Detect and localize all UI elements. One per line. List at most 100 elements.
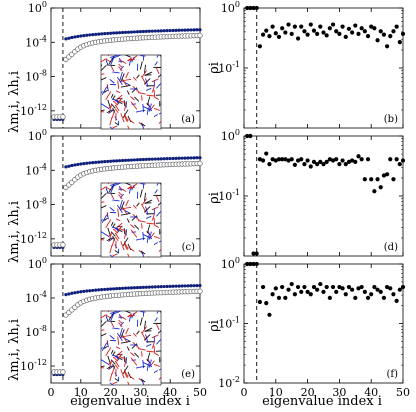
inset-edge (124, 372, 128, 379)
inset-edge (112, 327, 120, 330)
data-point-black (378, 29, 383, 34)
inset-edge (101, 365, 105, 368)
inset-edge (109, 382, 115, 385)
data-point-black (292, 24, 297, 29)
y-tick-exponent: -1 (232, 316, 240, 325)
inset-edge (101, 192, 103, 196)
data-point-black (356, 31, 361, 37)
x-tick-label: 10 (74, 386, 88, 399)
data-point-black (400, 31, 406, 37)
inset-edge (141, 326, 147, 334)
inset-edge (106, 365, 113, 370)
inset-edge (124, 55, 131, 58)
data-point-blue (162, 29, 166, 33)
inset-edge (117, 80, 120, 89)
data-point-blue (132, 158, 137, 162)
data-point-blue (111, 287, 116, 291)
inset-edge (123, 241, 129, 250)
inset-edge (141, 223, 143, 229)
inset-edge (114, 360, 120, 368)
data-point-blue (114, 159, 119, 163)
data-point-black (369, 177, 374, 182)
inset-edge (101, 347, 103, 349)
data-point-blue (192, 28, 196, 32)
inset-edge (127, 253, 130, 257)
inset-edge (120, 113, 125, 123)
data-point-black (388, 286, 393, 291)
data-point-black (334, 289, 339, 294)
inset-edge (108, 183, 110, 185)
data-point-blue (97, 160, 101, 164)
data-point-blue (168, 156, 172, 161)
data-point-black (257, 299, 262, 305)
data-point-black (270, 157, 275, 162)
data-point-blue (67, 292, 71, 296)
data-point-black (365, 157, 371, 162)
inset-edge (148, 103, 152, 112)
inset-edge (112, 381, 118, 385)
data-point-blue (120, 286, 125, 290)
data-point-black (264, 28, 269, 33)
inset-edge (120, 201, 125, 211)
data-point-blue (111, 159, 116, 163)
inset-edge (122, 365, 129, 375)
inset-edge (109, 335, 115, 340)
data-point-blue (171, 284, 175, 288)
data-point-open (197, 32, 203, 39)
data-point-blue (85, 289, 89, 293)
inset-edge (136, 202, 140, 207)
y-tick-label: 10-4 (25, 290, 47, 305)
data-point-black (299, 24, 304, 29)
data-point-black (260, 284, 266, 290)
inset-edge (122, 334, 131, 338)
data-point-blue (103, 287, 107, 292)
data-point-blue (109, 159, 113, 163)
inset-edge (109, 245, 113, 254)
inset-edge (101, 237, 105, 240)
data-point-blue (153, 157, 157, 161)
inset-edge (159, 311, 161, 313)
inset-edge (112, 363, 115, 369)
inset-edge (110, 57, 115, 66)
data-point-blue (109, 31, 113, 35)
data-point-blue (138, 30, 142, 34)
inset-edge (128, 246, 135, 252)
data-point-blue (132, 30, 137, 34)
inset-edge (119, 71, 123, 81)
inset-network-edges (101, 183, 161, 257)
y-tick-label: 10-8 (25, 324, 47, 339)
x-tick-label: 20 (301, 386, 315, 399)
inset-edge (105, 59, 109, 66)
inset-edge (101, 321, 107, 328)
data-point-black (365, 295, 371, 300)
inset-edge (124, 183, 131, 186)
data-point-blue (162, 284, 166, 289)
inset-edge (130, 224, 135, 229)
inset-edge (117, 336, 120, 345)
data-point-black (254, 5, 259, 11)
data-point-black (305, 289, 310, 294)
inset-edge (156, 210, 161, 217)
data-point-black (260, 32, 266, 37)
xlabel-right: eigenvalue index i (262, 394, 382, 409)
inset-edge (158, 248, 161, 252)
data-point-black (302, 284, 307, 290)
inset-edge (105, 347, 112, 356)
inset-edge (103, 345, 108, 349)
data-point-black (321, 289, 326, 294)
inset-edge (118, 319, 123, 324)
data-point-blue (198, 28, 202, 32)
inset-network-edges (101, 55, 161, 129)
data-point-black (264, 151, 269, 156)
inset-edge (108, 184, 115, 193)
data-point-blue (171, 28, 175, 33)
inset-edge (105, 58, 111, 63)
data-point-open (60, 242, 66, 248)
y-tick-exponent: 0 (235, 256, 240, 265)
data-point-blue (141, 285, 145, 289)
inset-edge (101, 77, 107, 81)
inset-edge (136, 330, 140, 335)
data-point-blue (174, 156, 178, 160)
